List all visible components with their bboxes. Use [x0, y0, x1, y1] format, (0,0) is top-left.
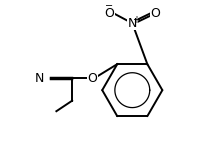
Text: O: O — [150, 7, 160, 20]
Text: N: N — [128, 17, 137, 30]
Text: N: N — [35, 72, 44, 85]
Text: −: − — [105, 1, 113, 11]
Text: O: O — [104, 7, 114, 20]
Text: +: + — [133, 14, 140, 24]
Text: O: O — [88, 72, 97, 85]
